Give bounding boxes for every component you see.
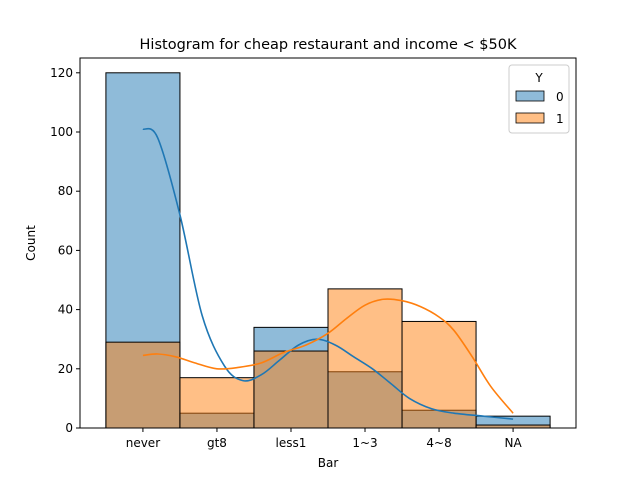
- y-tick-label: 60: [58, 243, 73, 257]
- y-tick-label: 80: [58, 184, 73, 198]
- y-axis-label: Count: [24, 225, 38, 261]
- y-tick-label: 100: [50, 125, 73, 139]
- bar-series-1-4~8: [401, 320, 477, 429]
- legend-title: Y: [534, 71, 543, 85]
- x-axis-label: Bar: [318, 456, 339, 470]
- kde-line-series-0: [142, 127, 514, 420]
- x-tick-label: 4~8: [426, 436, 451, 450]
- y-tick-label: 120: [50, 66, 73, 80]
- legend: Y 0 1: [508, 64, 570, 134]
- bar-series-1-less1: [253, 350, 329, 429]
- x-tick-label: never: [126, 436, 160, 450]
- bar-series-1-1~3: [327, 288, 403, 429]
- x-axis: never gt8 less1 1~3 4~8 NA: [126, 428, 522, 450]
- legend-label-1: 1: [556, 112, 564, 126]
- y-tick-label: 0: [65, 421, 73, 435]
- bar-series-1-never: [105, 341, 181, 429]
- bars-layer: [105, 72, 551, 429]
- x-tick-label: 1~3: [352, 436, 377, 450]
- y-axis: 0 20 40 60 80 100 120: [50, 66, 80, 435]
- plot-frame: [79, 57, 577, 429]
- x-tick-label: gt8: [207, 436, 227, 450]
- chart-title: Histogram for cheap restaurant and incom…: [140, 37, 517, 53]
- kde-line-series-1: [142, 298, 514, 414]
- x-tick-label: less1: [276, 436, 307, 450]
- legend-swatch-1: [515, 112, 545, 124]
- kde-layer: [142, 127, 514, 420]
- x-tick-label: NA: [504, 436, 522, 450]
- y-tick-label: 20: [58, 362, 73, 376]
- legend-label-0: 0: [556, 90, 564, 104]
- legend-swatch-0: [515, 90, 545, 102]
- bar-series-1-gt8: [179, 377, 255, 429]
- y-tick-label: 40: [58, 303, 73, 317]
